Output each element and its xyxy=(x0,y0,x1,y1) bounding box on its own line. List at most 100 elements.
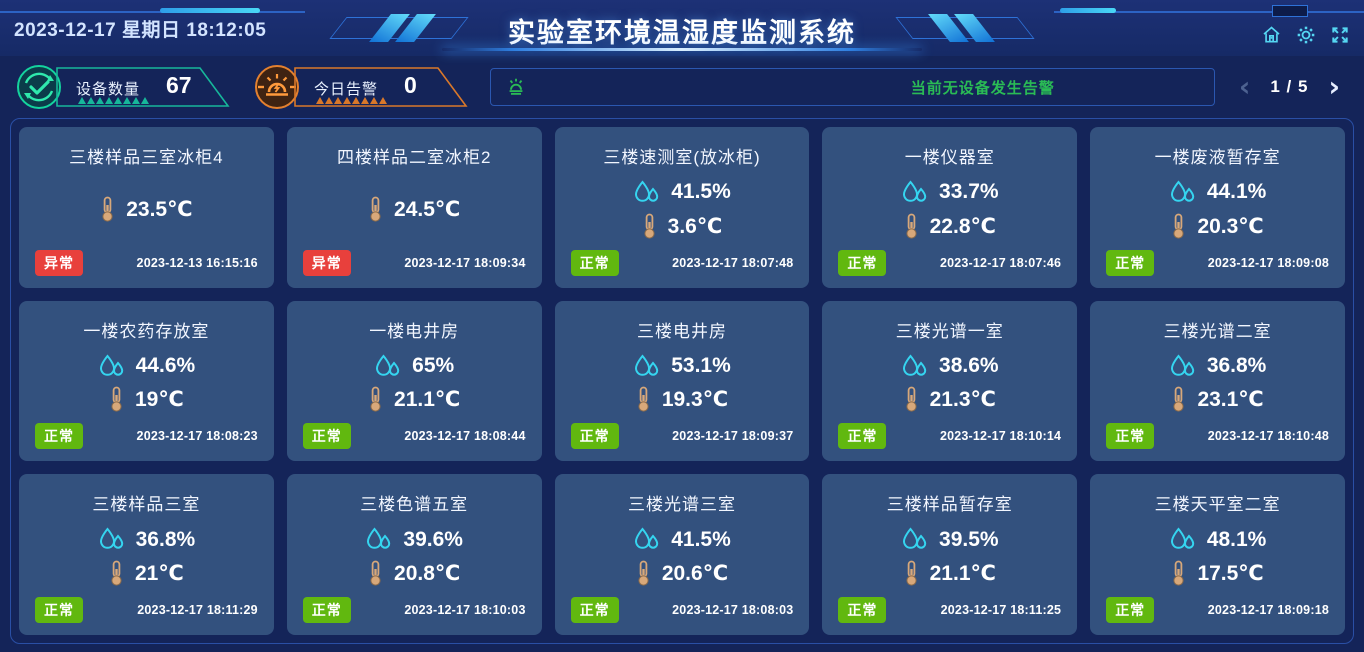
humidity-metric: 38.6% xyxy=(901,354,999,379)
card-title: 三楼光谱二室 xyxy=(1163,321,1272,341)
humidity-value: 38.6% xyxy=(939,354,999,378)
temperature-value: 23.5℃ xyxy=(126,198,193,222)
temperature-value: 17.5℃ xyxy=(1197,562,1264,586)
sensor-card[interactable]: 三楼光谱一室 38.6% 21.3℃ 正常 2023-12-17 18:10 xyxy=(822,300,1078,462)
sensor-card[interactable]: 三楼色谱五室 39.6% 20.8℃ 正常 2023-12-17 18:10 xyxy=(286,474,542,635)
thermometer-icon xyxy=(1173,387,1185,413)
temperature-metric: 20.3℃ xyxy=(1171,213,1264,240)
card-body: 44.6% 19℃ xyxy=(31,342,262,424)
thermometer-icon xyxy=(370,387,381,413)
humidity-icon xyxy=(903,354,927,376)
humidity-value: 36.8% xyxy=(135,527,196,551)
humidity-metric: 33.7% xyxy=(901,180,999,205)
card-time: 2023-12-17 18:07:46 xyxy=(939,255,1062,270)
card-footer: 正常 2023-12-17 18:09:37 xyxy=(567,423,798,451)
humidity-icon xyxy=(1170,180,1195,202)
device-count-label: 设备数量 xyxy=(76,81,141,98)
card-body: 33.7% 22.8℃ xyxy=(834,168,1065,250)
sensor-card[interactable]: 四楼样品二室冰柜2 24.5℃ 异常 2023-12-17 18:09:34 xyxy=(286,127,542,288)
check-circle-icon xyxy=(17,65,61,109)
humidity-icon xyxy=(99,354,123,376)
humidity-icon xyxy=(1170,527,1195,550)
humidity-value: 39.6% xyxy=(403,527,463,551)
temperature-value: 19℃ xyxy=(135,388,184,412)
card-footer: 正常 2023-12-17 18:07:46 xyxy=(834,249,1065,278)
temperature-value: 20.8℃ xyxy=(394,562,461,586)
today-alarm-label: 今日告警 xyxy=(314,81,379,98)
card-footer: 正常 2023-12-17 18:11:25 xyxy=(834,597,1065,625)
sensor-card[interactable]: 三楼速测室(放冰柜) 41.5% 3.6℃ 正常 2023-12-17 18 xyxy=(554,127,810,288)
status-badge: 正常 xyxy=(570,597,619,623)
humidity-value: 41.5% xyxy=(671,527,731,551)
humidity-metric: 41.5% xyxy=(633,527,731,552)
thermometer-icon xyxy=(906,387,917,413)
status-badge: 正常 xyxy=(838,423,887,450)
status-badge: 正常 xyxy=(838,249,887,276)
header-deco-line-left xyxy=(0,11,305,13)
card-footer: 正常 2023-12-17 18:08:23 xyxy=(31,423,262,451)
today-alarm-frame xyxy=(294,67,468,107)
humidity-metric: 65% xyxy=(374,354,454,379)
card-time: 2023-12-17 18:07:48 xyxy=(672,255,794,270)
humidity-icon xyxy=(903,180,927,202)
home-icon[interactable] xyxy=(1261,25,1282,45)
header-deco-bar-left xyxy=(160,8,260,13)
sensor-card[interactable]: 三楼样品三室 36.8% 21℃ 正常 2023-12-17 18:11:2 xyxy=(19,474,274,635)
device-count-widget: 设备数量 67 xyxy=(14,63,230,111)
card-body: 24.5℃ xyxy=(299,168,530,250)
sensor-card[interactable]: 三楼光谱三室 41.5% 20.6℃ 正常 2023-12-17 18:08 xyxy=(554,474,810,635)
humidity-value: 41.5% xyxy=(671,180,731,204)
temperature-metric: 20.6℃ xyxy=(636,560,728,587)
card-time: 2023-12-17 18:10:48 xyxy=(1207,429,1329,444)
humidity-metric: 41.5% xyxy=(633,180,731,205)
card-time: 2023-12-17 18:09:18 xyxy=(1207,603,1329,617)
sensor-card[interactable]: 三楼电井房 53.1% 19.3℃ 正常 2023-12-17 18:09: xyxy=(554,300,810,462)
card-footer: 正常 2023-12-17 18:09:08 xyxy=(1102,249,1333,278)
card-title: 三楼速测室(放冰柜) xyxy=(603,148,761,167)
today-alarm-value: 0 xyxy=(404,72,417,98)
card-footer: 正常 2023-12-17 18:10:14 xyxy=(834,423,1065,451)
sensor-card[interactable]: 三楼样品三室冰柜4 23.5℃ 异常 2023-12-13 16:15:16 xyxy=(19,127,274,288)
stats-row: 设备数量 67 今日告警 0 xyxy=(0,56,1364,118)
card-body: 38.6% 21.3℃ xyxy=(834,342,1065,424)
sensor-card[interactable]: 三楼光谱二室 36.8% 23.1℃ 正常 2023-12-17 18:10 xyxy=(1090,300,1345,462)
sensor-card[interactable]: 三楼样品暂存室 39.5% 21.1℃ 正常 2023-12-17 18:1 xyxy=(822,474,1078,635)
status-badge: 正常 xyxy=(35,597,83,623)
sensor-card[interactable]: 一楼电井房 65% 21.1℃ 正常 2023-12-17 18:08:44 xyxy=(286,300,542,462)
sensor-card[interactable]: 一楼农药存放室 44.6% 19℃ 正常 2023-12-17 18:08: xyxy=(19,300,274,462)
thermometer-icon xyxy=(111,560,122,586)
temperature-value: 21.1℃ xyxy=(929,562,996,586)
thermometer-icon xyxy=(638,560,649,586)
status-badge: 正常 xyxy=(1106,249,1155,276)
settings-icon[interactable] xyxy=(1296,25,1316,45)
humidity-icon xyxy=(99,527,123,550)
temperature-metric: 21.1℃ xyxy=(368,386,460,413)
humidity-metric: 48.1% xyxy=(1169,527,1266,552)
card-time: 2023-12-17 18:10:03 xyxy=(404,603,526,617)
fullscreen-icon[interactable] xyxy=(1330,25,1350,45)
alarm-notice-bar: 当前无设备发生告警 xyxy=(490,68,1215,106)
page-prev-button[interactable]: ‹ xyxy=(1238,70,1251,103)
page-next-button[interactable]: › xyxy=(1328,70,1340,103)
temperature-metric: 3.6℃ xyxy=(642,213,722,240)
humidity-value: 53.1% xyxy=(671,354,731,378)
temperature-value: 20.3℃ xyxy=(1197,214,1264,238)
header-deco-line-right xyxy=(1054,11,1364,13)
thermometer-icon xyxy=(906,213,917,239)
header-icon-group xyxy=(1261,25,1350,45)
sensor-card[interactable]: 一楼废液暂存室 44.1% 20.3℃ 正常 2023-12-17 18:0 xyxy=(1090,127,1345,288)
sensor-card[interactable]: 一楼仪器室 33.7% 22.8℃ 正常 2023-12-17 18:07: xyxy=(822,127,1078,288)
header-deco-rect xyxy=(1272,5,1308,17)
card-body: 53.1% 19.3℃ xyxy=(567,342,798,424)
card-time: 2023-12-17 18:09:08 xyxy=(1207,255,1329,270)
temperature-value: 20.6℃ xyxy=(661,562,729,586)
card-body: 41.5% 3.6℃ xyxy=(567,168,798,250)
temperature-metric: 23.5℃ xyxy=(100,196,193,223)
temperature-metric: 21℃ xyxy=(109,560,184,587)
page-indicator: 1 / 5 xyxy=(1270,77,1309,96)
sensor-card[interactable]: 三楼天平室二室 48.1% 17.5℃ 正常 2023-12-17 18:0 xyxy=(1090,474,1345,635)
page-title: 实验室环境温湿度监测系统 xyxy=(508,18,856,48)
card-title: 三楼样品暂存室 xyxy=(886,495,1013,515)
thermometer-icon xyxy=(1173,560,1185,586)
temperature-metric: 24.5℃ xyxy=(368,196,460,223)
